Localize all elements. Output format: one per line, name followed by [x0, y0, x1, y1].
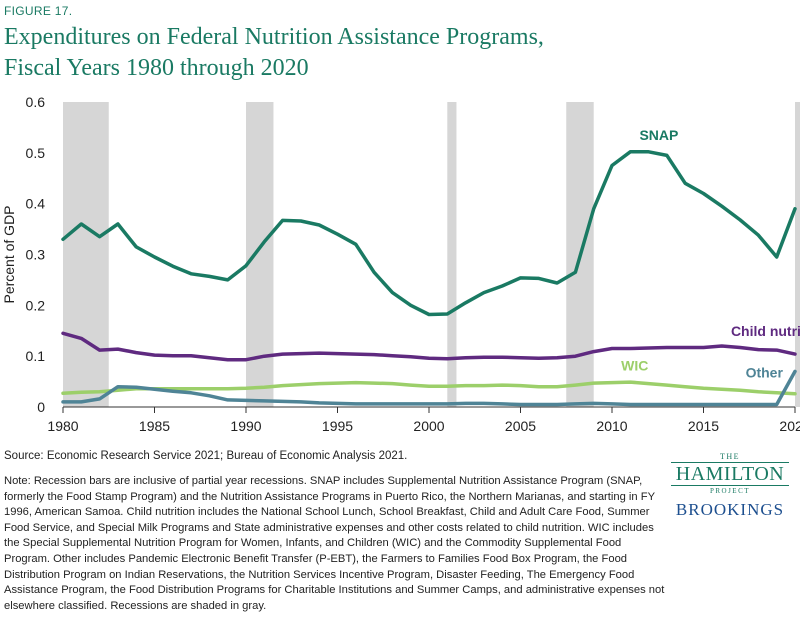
x-tick-label: 2020 [779, 418, 800, 434]
y-tick-label: 0.3 [26, 247, 46, 263]
y-tick-label: 0.1 [26, 348, 46, 364]
hamilton-brookings-logo: THE HAMILTON PROJECT BROOKINGS [662, 452, 798, 520]
recession-bar-0 [63, 102, 109, 407]
series-line-snap [61, 150, 797, 317]
logo-brookings-text: BROOKINGS [675, 500, 785, 519]
y-tick-label: 0.6 [26, 94, 46, 110]
recession-bar-2 [447, 102, 457, 407]
logo-hamilton-text: HAMILTON [671, 462, 789, 486]
series-labels: SNAP Child nutrition WIC Other [621, 127, 800, 380]
recession-bars [63, 102, 800, 407]
figure-label: FIGURE 17. [4, 4, 73, 18]
y-tick-label: 0.4 [26, 196, 46, 212]
chart-title-line-1: Expenditures on Federal Nutrition Assist… [4, 24, 544, 50]
x-tick-label: 1985 [139, 418, 170, 434]
logo-project-text: PROJECT [709, 487, 751, 495]
x-tick-label: 1995 [322, 418, 353, 434]
x-tick-label: 1990 [230, 418, 261, 434]
recession-bar-1 [246, 102, 274, 407]
chart-title: Expenditures on Federal Nutrition Assist… [4, 22, 764, 84]
recession-bar-4 [795, 102, 800, 407]
series-label-snap: SNAP [639, 127, 678, 143]
x-tick-label: 2010 [596, 418, 627, 434]
series-line-wic [61, 380, 797, 396]
series-label-child-nutrition: Child nutrition [731, 323, 800, 339]
x-tick-label: 2005 [505, 418, 536, 434]
y-tick-label: 0 [37, 399, 45, 415]
footnote: Note: Recession bars are inclusive of pa… [4, 475, 665, 612]
x-tick-label: 2015 [688, 418, 719, 434]
series-label-other: Other [746, 365, 784, 381]
series-line-child-nutrition [61, 331, 797, 362]
axes: 0 0.1 0.2 0.3 0.4 0.5 0.6 1980 1985 1990 1995 2000 2… [1, 94, 800, 434]
source-note: Source: Economic Research Service 2021; … [4, 450, 408, 462]
x-tick-label: 1980 [47, 418, 78, 434]
line-chart: 0 0.1 0.2 0.3 0.4 0.5 0.6 1980 1985 1990 1995 2000 2… [1, 94, 800, 434]
x-tick-label: 2000 [413, 418, 444, 434]
y-tick-label: 0.5 [26, 145, 46, 161]
logo-the-text: THE [719, 452, 741, 461]
chart-title-line-2: Fiscal Years 1980 through 2020 [4, 55, 309, 81]
y-tick-label: 0.2 [26, 297, 46, 313]
y-axis-label: Percent of GDP [1, 205, 17, 303]
series-label-wic: WIC [621, 357, 648, 373]
series-lines [61, 150, 797, 407]
series-line-other [61, 369, 797, 407]
